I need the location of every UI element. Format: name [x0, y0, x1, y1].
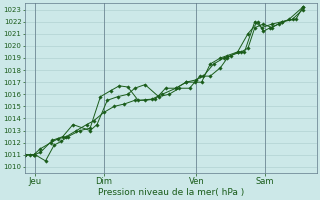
- X-axis label: Pression niveau de la mer( hPa ): Pression niveau de la mer( hPa ): [98, 188, 244, 197]
